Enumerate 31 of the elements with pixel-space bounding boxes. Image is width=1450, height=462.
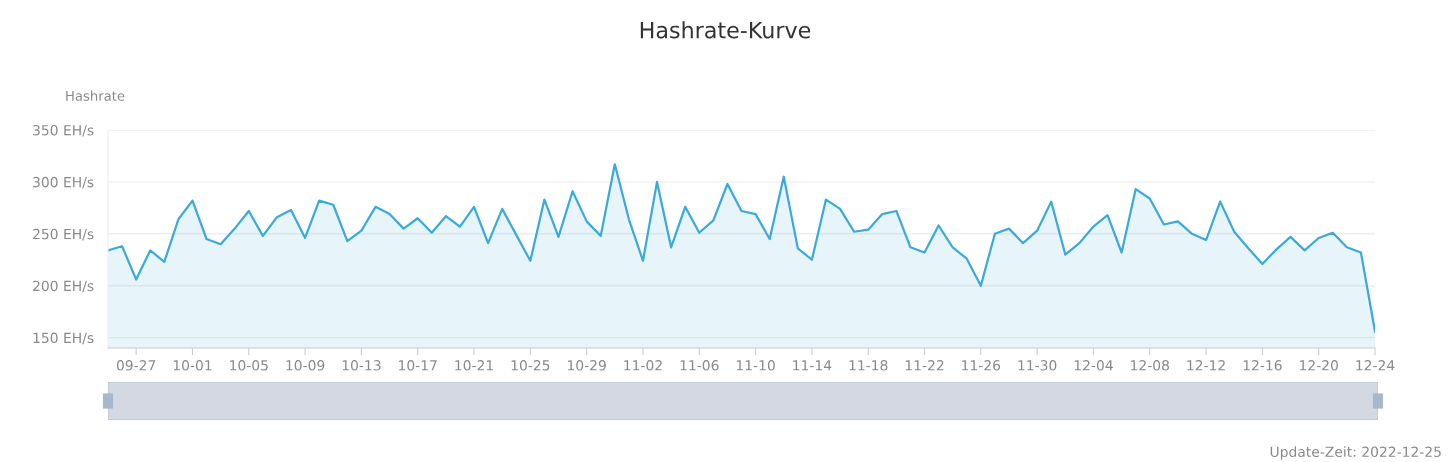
x-tick-label: 10-17 (399, 360, 437, 371)
y-tick-label: 300 EH/s (33, 176, 94, 189)
x-tick-label: 10-13 (342, 360, 381, 371)
x-tick-label: 11-14 (793, 360, 832, 371)
y-tick-label: 150 EH/s (33, 332, 94, 345)
chart-title: Hashrate-Kurve (640, 21, 811, 39)
x-tick-label: 12-12 (1187, 360, 1225, 371)
x-tick-label: 11-30 (1018, 360, 1057, 371)
x-tick-label: 09-27 (116, 360, 156, 371)
x-tick-label: 10-21 (455, 360, 493, 371)
x-tick-label: 11-02 (624, 360, 662, 371)
y-tick-label: 350 EH/s (33, 124, 94, 137)
x-tick-label: 10-05 (230, 360, 268, 371)
x-tick-label: 12-16 (1243, 360, 1282, 371)
x-tick-label: 11-26 (962, 360, 1001, 371)
x-tick-label: 10-09 (286, 360, 325, 371)
y-axis-title: Hashrate (66, 90, 125, 101)
x-tick-label: 10-25 (511, 360, 550, 371)
x-tick-label: 10-01 (173, 360, 212, 371)
x-tick-label: 12-08 (1131, 360, 1169, 371)
y-tick-label: 200 EH/s (33, 280, 94, 293)
x-tick-label: 10-29 (567, 360, 606, 371)
x-tick-label: 11-10 (736, 360, 775, 371)
x-tick-label: 12-24 (1356, 360, 1395, 371)
x-tick-label: 11-06 (680, 360, 719, 371)
x-tick-label: 11-18 (849, 360, 888, 371)
x-tick-label: 12-20 (1300, 360, 1338, 371)
x-tick-label: 12-04 (1074, 360, 1113, 371)
x-tick-label: 11-22 (905, 360, 944, 371)
y-tick-label: 250 EH/s (33, 228, 94, 241)
text: Update-Zeit: 2022-12-25 (1270, 446, 1441, 460)
